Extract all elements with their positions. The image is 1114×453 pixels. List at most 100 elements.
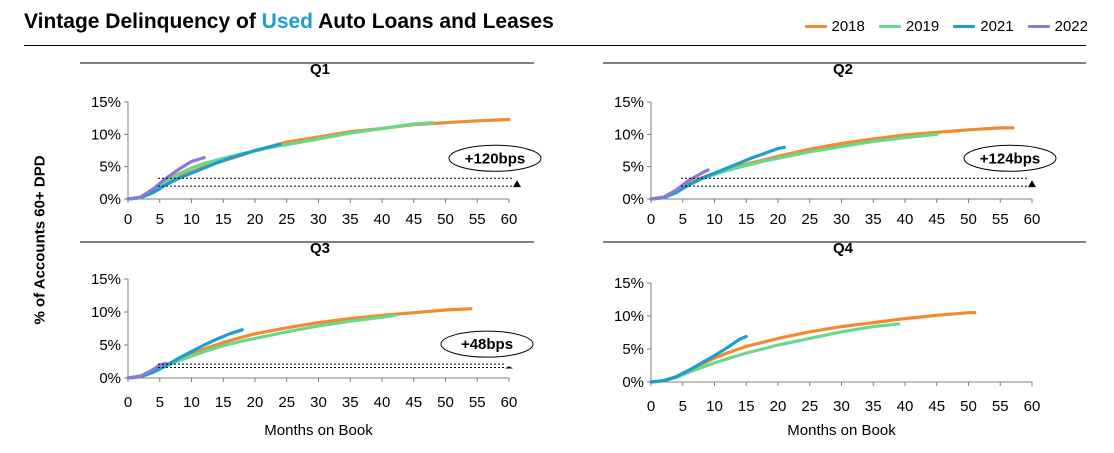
series-line-2021	[649, 145, 787, 201]
legend-item: 2021	[953, 18, 1014, 35]
x-tick-label: 30	[310, 394, 327, 411]
annotation-label: +48bps	[461, 336, 513, 353]
x-tick-label: 20	[247, 394, 264, 411]
x-tick-label: 45	[405, 394, 422, 411]
x-tick-label: 0	[647, 398, 655, 415]
x-tick-label: 10	[706, 211, 723, 228]
x-tick-label: 50	[437, 211, 454, 228]
x-tick-label: 20	[247, 211, 264, 228]
x-tick-label: 20	[770, 211, 787, 228]
series-line-2019	[126, 313, 397, 380]
x-tick-label: 30	[833, 398, 850, 415]
series-line-2019	[649, 132, 939, 201]
legend-label: 2021	[980, 18, 1014, 35]
x-tick-label: 55	[992, 398, 1009, 415]
panel-title: Q2	[833, 61, 853, 78]
y-tick-label: 0%	[99, 370, 121, 387]
annotation-bubble	[448, 144, 542, 172]
legend-swatch-2018	[804, 25, 827, 28]
x-tick-label: 60	[501, 394, 518, 411]
x-tick-label: 5	[679, 211, 687, 228]
x-tick-label: 45	[405, 211, 422, 228]
y-tick-label: 5%	[622, 341, 644, 358]
chart-panel-q2: Q2 0% 5% 10% 15% 0 5 10 15 20 25 30 35 40 45 50 55 60 +124…	[603, 61, 1086, 228]
x-tick-label: 15	[738, 211, 755, 228]
legend-label: 2019	[905, 18, 940, 35]
x-tick-label: 20	[770, 398, 787, 415]
x-tick-label: 55	[469, 211, 486, 228]
x-tick-label: 0	[124, 211, 132, 228]
y-tick-label: 15%	[91, 94, 121, 111]
y-tick-label: 0%	[622, 374, 644, 391]
legend-swatch-2019	[878, 25, 901, 28]
legend-swatch-2021	[953, 25, 976, 28]
chart-panel-q1: Q1 0% 5% 10% 15% 0 5 10 15 20 25 30 35 40 45 50 55 60 +120…	[80, 61, 542, 228]
x-tick-label: 10	[183, 394, 200, 411]
x-tick-label: 10	[183, 211, 200, 228]
y-tick-label: 10%	[91, 126, 121, 143]
series-line-2022	[649, 168, 710, 201]
x-tick-label: 40	[897, 211, 914, 228]
x-tick-label: 50	[437, 394, 454, 411]
annotation-arrow	[505, 366, 513, 369]
x-tick-label: 60	[1024, 211, 1041, 228]
series-line-2022	[126, 361, 168, 380]
series-line-2019	[126, 121, 435, 201]
annotation-bubble	[440, 330, 534, 358]
chart-title: Vintage Delinquency of Used Auto Loans a…	[24, 10, 554, 34]
y-tick-label: 0%	[99, 191, 121, 208]
y-tick-label: 5%	[99, 337, 121, 354]
x-axis-label: Months on Book	[787, 422, 896, 439]
chart-panel-q3: Q3 0% 5% 10% 15% 0 5 10 15 20 25 30 35 40 45 50 55 60 Mont…	[80, 240, 534, 439]
annotation-label: +124bps	[980, 150, 1040, 167]
x-tick-label: 50	[960, 211, 977, 228]
title-divider	[24, 45, 1086, 46]
series-line-2018	[649, 126, 1015, 201]
panel-title: Q4	[833, 240, 854, 257]
x-tick-label: 25	[801, 211, 818, 228]
x-tick-label: 35	[342, 394, 359, 411]
x-tick-label: 5	[679, 398, 687, 415]
x-tick-label: 25	[278, 394, 295, 411]
annotation-arrow	[1028, 180, 1036, 188]
legend-item: 2018	[804, 18, 865, 35]
legend-item: 2019	[878, 18, 940, 35]
x-tick-label: 0	[124, 394, 132, 411]
x-tick-label: 40	[374, 394, 391, 411]
legend-item: 2022	[1027, 18, 1088, 35]
x-tick-label: 60	[501, 211, 518, 228]
x-tick-label: 30	[310, 211, 327, 228]
x-tick-label: 25	[801, 398, 818, 415]
x-tick-label: 35	[865, 211, 882, 228]
series-line-2021	[649, 334, 748, 384]
x-tick-label: 15	[738, 398, 755, 415]
legend-label: 2022	[1054, 18, 1088, 35]
y-tick-label: 10%	[91, 304, 121, 321]
series-line-2021	[126, 142, 282, 201]
annotation-bubble	[963, 144, 1057, 172]
x-tick-label: 35	[342, 211, 359, 228]
y-tick-label: 0%	[622, 191, 644, 208]
title-accent-word: Used	[261, 10, 314, 33]
series-line-2021	[126, 328, 244, 380]
x-tick-label: 60	[1024, 398, 1041, 415]
legend: 2018 2019 2021 2022	[804, 18, 1088, 35]
x-tick-label: 25	[278, 211, 295, 228]
annotation-arrow	[513, 180, 521, 188]
x-tick-label: 45	[928, 211, 945, 228]
x-axis-label: Months on Book	[264, 422, 373, 439]
x-tick-label: 0	[647, 211, 655, 228]
y-tick-label: 5%	[622, 159, 644, 176]
legend-swatch-2022	[1027, 25, 1050, 28]
x-tick-label: 30	[833, 211, 850, 228]
x-tick-label: 40	[897, 398, 914, 415]
y-tick-label: 15%	[614, 275, 644, 292]
x-tick-label: 35	[865, 398, 882, 415]
y-tick-label: 15%	[91, 271, 121, 288]
y-tick-label: 15%	[614, 94, 644, 111]
x-tick-label: 5	[156, 211, 164, 228]
x-tick-label: 55	[469, 394, 486, 411]
x-tick-label: 15	[215, 211, 232, 228]
x-tick-label: 40	[374, 211, 391, 228]
